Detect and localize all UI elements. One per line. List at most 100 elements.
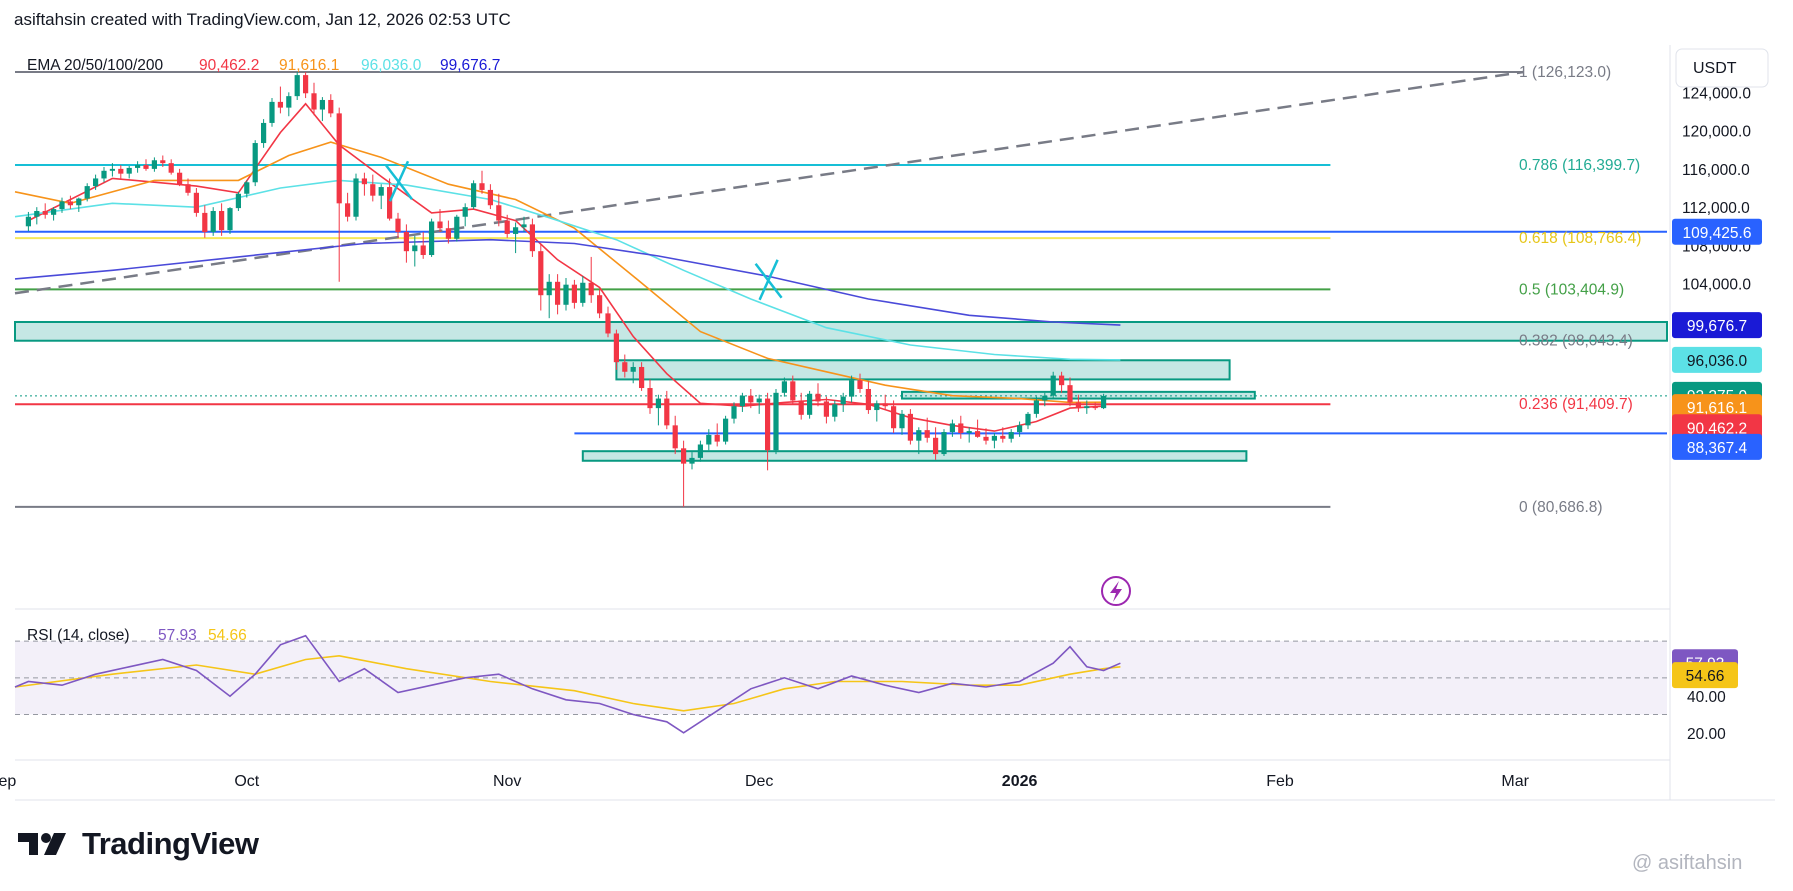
candle-body[interactable] bbox=[227, 208, 233, 231]
candle-body[interactable] bbox=[513, 227, 519, 234]
candle-body[interactable] bbox=[739, 395, 745, 407]
candle-body[interactable] bbox=[378, 187, 384, 196]
candle-body[interactable] bbox=[605, 313, 611, 334]
candle-body[interactable] bbox=[823, 401, 829, 417]
candle-body[interactable] bbox=[59, 201, 65, 210]
candle-body[interactable] bbox=[815, 393, 821, 402]
candle-body[interactable] bbox=[538, 251, 544, 296]
candle-body[interactable] bbox=[1000, 435, 1006, 439]
candle-body[interactable] bbox=[647, 388, 653, 409]
candle-body[interactable] bbox=[949, 423, 955, 433]
candle-body[interactable] bbox=[345, 203, 351, 217]
candle-body[interactable] bbox=[403, 232, 409, 252]
candle-body[interactable] bbox=[244, 182, 250, 194]
candle-body[interactable] bbox=[1084, 406, 1090, 409]
candle-body[interactable] bbox=[563, 284, 569, 305]
candle-body[interactable] bbox=[748, 395, 754, 403]
candle-body[interactable] bbox=[622, 362, 628, 372]
candle-body[interactable] bbox=[361, 178, 367, 185]
candle-body[interactable] bbox=[235, 193, 241, 209]
candle-body[interactable] bbox=[639, 366, 645, 389]
candle-body[interactable] bbox=[697, 444, 703, 458]
candle-body[interactable] bbox=[1050, 375, 1056, 396]
candle-body[interactable] bbox=[126, 167, 132, 174]
candle-body[interactable] bbox=[496, 205, 502, 221]
candle-body[interactable] bbox=[874, 403, 880, 411]
candle-body[interactable] bbox=[765, 398, 771, 451]
candle-body[interactable] bbox=[504, 220, 510, 234]
candle-body[interactable] bbox=[109, 168, 115, 171]
candle-body[interactable] bbox=[924, 430, 930, 438]
candle-body[interactable] bbox=[219, 210, 225, 231]
candle-body[interactable] bbox=[798, 400, 804, 415]
candle-body[interactable] bbox=[731, 406, 737, 419]
candle-body[interactable] bbox=[387, 187, 393, 219]
candle-body[interactable] bbox=[681, 448, 687, 464]
candle-body[interactable] bbox=[840, 396, 846, 405]
candle-body[interactable] bbox=[319, 99, 325, 110]
candle-body[interactable] bbox=[168, 163, 174, 173]
candle-body[interactable] bbox=[84, 186, 90, 199]
candle-body[interactable] bbox=[471, 183, 477, 208]
ema20-line[interactable] bbox=[28, 102, 1104, 432]
price-badge[interactable] bbox=[1672, 346, 1762, 373]
candle-body[interactable] bbox=[328, 99, 334, 114]
ema-cross-marker-1[interactable] bbox=[754, 259, 783, 301]
candle-body[interactable] bbox=[714, 434, 720, 442]
rsi-badge[interactable] bbox=[1672, 662, 1738, 689]
candle-body[interactable] bbox=[42, 210, 48, 215]
candle-body[interactable] bbox=[370, 184, 376, 196]
candle-body[interactable] bbox=[143, 165, 149, 169]
candle-body[interactable] bbox=[437, 221, 443, 229]
ema-cross-marker-0[interactable] bbox=[385, 160, 413, 202]
candle-body[interactable] bbox=[832, 404, 838, 417]
candle-body[interactable] bbox=[655, 398, 661, 409]
dashed-trendline[interactable] bbox=[14, 70, 1524, 295]
candle-body[interactable] bbox=[958, 423, 964, 434]
candle-body[interactable] bbox=[672, 425, 678, 449]
candle-body[interactable] bbox=[781, 381, 787, 393]
candle-body[interactable] bbox=[916, 430, 922, 441]
candle-body[interactable] bbox=[51, 209, 57, 215]
candle-body[interactable] bbox=[93, 178, 99, 187]
candle-body[interactable] bbox=[941, 432, 947, 455]
candle-body[interactable] bbox=[689, 457, 695, 464]
candle-body[interactable] bbox=[773, 392, 779, 451]
candle-body[interactable] bbox=[135, 165, 141, 168]
candle-body[interactable] bbox=[294, 75, 300, 97]
candle-body[interactable] bbox=[790, 381, 796, 401]
price-badge[interactable] bbox=[1672, 312, 1762, 339]
candle-body[interactable] bbox=[303, 75, 309, 94]
candle-body[interactable] bbox=[395, 218, 401, 233]
candle-body[interactable] bbox=[353, 178, 359, 217]
candle-body[interactable] bbox=[597, 295, 603, 314]
candle-body[interactable] bbox=[1075, 402, 1081, 409]
candle-body[interactable] bbox=[101, 170, 107, 179]
candle-body[interactable] bbox=[269, 101, 275, 123]
candle-body[interactable] bbox=[412, 245, 418, 252]
candle-body[interactable] bbox=[1017, 425, 1023, 433]
candle-body[interactable] bbox=[1042, 395, 1048, 401]
candle-body[interactable] bbox=[429, 221, 435, 256]
candle-body[interactable] bbox=[1033, 400, 1039, 414]
price-badge[interactable] bbox=[1672, 218, 1762, 245]
candle-body[interactable] bbox=[277, 101, 283, 108]
candle-body[interactable] bbox=[991, 435, 997, 441]
candle-body[interactable] bbox=[445, 228, 451, 239]
candle-body[interactable] bbox=[807, 393, 813, 415]
candle-body[interactable] bbox=[613, 333, 619, 363]
candle-body[interactable] bbox=[1008, 432, 1014, 439]
rsi-ma-line[interactable] bbox=[14, 654, 1121, 712]
candle-body[interactable] bbox=[983, 436, 989, 441]
candle-body[interactable] bbox=[25, 216, 31, 227]
candle-body[interactable] bbox=[1101, 395, 1107, 409]
ema50-line[interactable] bbox=[14, 141, 1104, 404]
candle-body[interactable] bbox=[865, 388, 871, 411]
candle-body[interactable] bbox=[185, 184, 191, 193]
candle-body[interactable] bbox=[891, 406, 897, 429]
candle-body[interactable] bbox=[311, 93, 317, 110]
ema200-line[interactable] bbox=[14, 238, 1121, 326]
candle-body[interactable] bbox=[1067, 385, 1073, 403]
candle-body[interactable] bbox=[723, 418, 729, 442]
